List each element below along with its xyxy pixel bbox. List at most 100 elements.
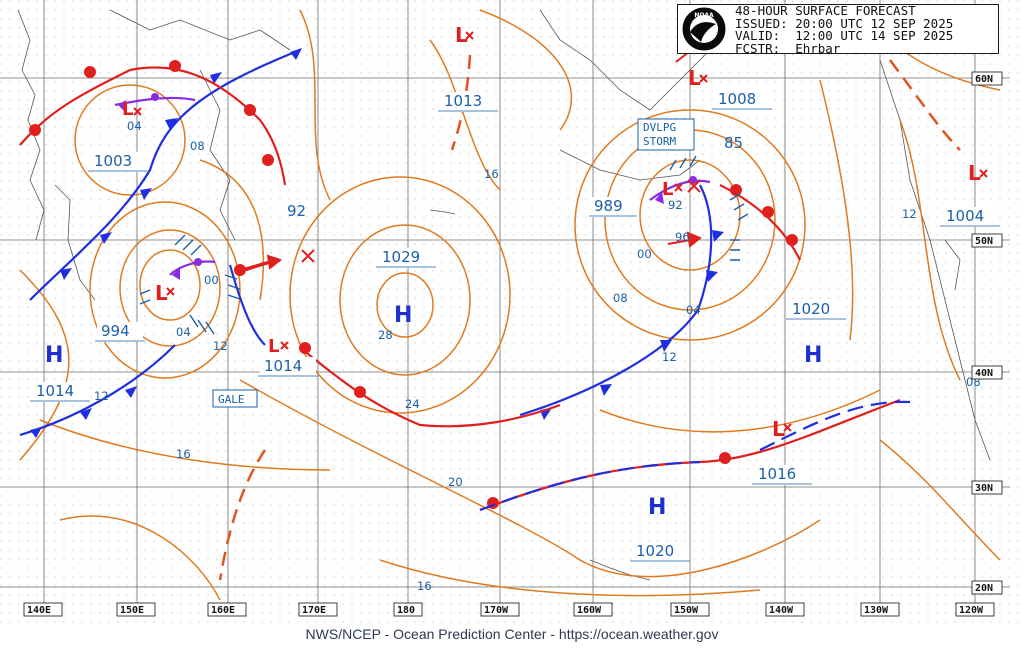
svg-text:12: 12 bbox=[94, 389, 109, 403]
svg-text:00: 00 bbox=[204, 273, 219, 287]
isobars bbox=[19, 9, 1001, 601]
low-marker: L bbox=[122, 99, 133, 120]
pressure-center-label: 1014 bbox=[258, 357, 318, 377]
svg-text:170E: 170E bbox=[302, 605, 326, 616]
svg-text:140W: 140W bbox=[769, 605, 794, 616]
svg-text:16: 16 bbox=[176, 447, 191, 461]
svg-text:04: 04 bbox=[686, 303, 701, 317]
low-marker: L bbox=[268, 336, 279, 357]
svg-text:16: 16 bbox=[484, 167, 499, 181]
stationary-front bbox=[479, 400, 911, 512]
svg-text:160E: 160E bbox=[211, 605, 235, 616]
pressure-center-label: 1020 bbox=[630, 542, 690, 562]
svg-text:140E: 140E bbox=[27, 605, 51, 616]
gale-warning: GALE bbox=[212, 389, 258, 408]
svg-text:1008: 1008 bbox=[718, 90, 756, 108]
storm-warning: DVLPG STORM bbox=[637, 118, 695, 151]
svg-text:150W: 150W bbox=[674, 605, 699, 616]
svg-text:92: 92 bbox=[287, 202, 306, 220]
forecaster: FCSTR: Ehrbar bbox=[735, 40, 841, 56]
footer-credit: NWS/NCEP - Ocean Prediction Center - htt… bbox=[0, 625, 1024, 652]
storm-wind-hatching bbox=[139, 155, 749, 335]
svg-text:1004: 1004 bbox=[946, 207, 984, 225]
svg-text:60N: 60N bbox=[975, 74, 993, 85]
svg-text:28: 28 bbox=[378, 328, 393, 342]
svg-text:1020: 1020 bbox=[636, 542, 674, 560]
svg-text:04: 04 bbox=[127, 119, 142, 133]
svg-text:1014: 1014 bbox=[36, 382, 74, 400]
svg-text:150E: 150E bbox=[120, 605, 144, 616]
latitude-labels: 60N 50N 40N 30N 20N bbox=[971, 71, 1003, 595]
svg-text:92: 92 bbox=[668, 198, 683, 212]
svg-text:170W: 170W bbox=[484, 605, 509, 616]
low-marker: L bbox=[772, 417, 785, 441]
forecast-header bbox=[677, 4, 999, 54]
low-marker: L bbox=[688, 66, 701, 90]
low-symbols: L L L L L L L L bbox=[122, 23, 981, 441]
pressure-center-label: 1008 bbox=[712, 90, 772, 110]
low-marker: L bbox=[968, 161, 981, 185]
coastlines bbox=[17, 9, 991, 581]
svg-text:12: 12 bbox=[902, 207, 917, 221]
low-marker: L bbox=[155, 281, 168, 305]
high-marker: H bbox=[648, 495, 666, 520]
pressure-center-label: 994 bbox=[95, 322, 145, 342]
svg-text:1020: 1020 bbox=[792, 300, 830, 318]
svg-text:180: 180 bbox=[397, 605, 415, 616]
svg-text:04: 04 bbox=[176, 325, 191, 339]
svg-text:1013: 1013 bbox=[444, 92, 482, 110]
high-marker: H bbox=[45, 343, 63, 368]
pressure-center-label: 1029 bbox=[376, 248, 436, 268]
high-marker: H bbox=[804, 343, 822, 368]
svg-text:96: 96 bbox=[675, 230, 690, 244]
forecast-title: 48-HOUR SURFACE FORECAST bbox=[735, 3, 916, 18]
svg-text:STORM: STORM bbox=[643, 135, 676, 148]
svg-text:1016: 1016 bbox=[758, 465, 796, 483]
longitude-labels: 140E 150E 160E 170E 180 170W 160W 150W 1… bbox=[23, 602, 995, 617]
svg-text:12: 12 bbox=[662, 350, 677, 364]
svg-text:1003: 1003 bbox=[94, 152, 132, 170]
forecast-header-text: 48-HOUR SURFACE FORECAST ISSUED: 20:00 UT… bbox=[735, 3, 954, 56]
pressure-center-label: 1020 bbox=[786, 300, 846, 320]
svg-text:08: 08 bbox=[190, 139, 205, 153]
cold-front-barbs bbox=[30, 48, 724, 438]
svg-text:24: 24 bbox=[405, 397, 420, 411]
warm-front-bumps bbox=[29, 60, 798, 509]
svg-text:30N: 30N bbox=[975, 483, 993, 494]
pressure-center-label: 1014 bbox=[30, 382, 90, 402]
isobar-labels: 04 08 00 04 12 12 16 92 16 28 24 20 16 0… bbox=[94, 119, 981, 593]
svg-text:130W: 130W bbox=[864, 605, 889, 616]
svg-text:00: 00 bbox=[637, 247, 652, 261]
svg-text:DVLPG: DVLPG bbox=[643, 121, 676, 134]
svg-text:160W: 160W bbox=[577, 605, 602, 616]
svg-text:12: 12 bbox=[213, 339, 228, 353]
graticule bbox=[0, 0, 1010, 608]
svg-text:NOAA: NOAA bbox=[694, 12, 714, 19]
svg-text:GALE: GALE bbox=[218, 393, 245, 406]
pressure-center-label: 989 bbox=[589, 197, 637, 217]
pressure-center-label: 1016 bbox=[752, 465, 812, 485]
noaa-logo: NOAA bbox=[682, 7, 726, 51]
low-marker: L bbox=[662, 179, 673, 200]
high-symbols: H H H H bbox=[45, 303, 822, 520]
pressure-center-label: 1003 bbox=[88, 152, 150, 172]
pressure-center-label: 1004 bbox=[940, 207, 1000, 227]
pressure-center-label: 1013 bbox=[438, 92, 498, 112]
svg-text:50N: 50N bbox=[975, 236, 993, 247]
svg-text:1014: 1014 bbox=[264, 357, 302, 375]
svg-text:40N: 40N bbox=[975, 368, 993, 379]
svg-text:20N: 20N bbox=[975, 583, 993, 594]
svg-text:16: 16 bbox=[417, 579, 432, 593]
low-marker: L bbox=[455, 23, 468, 47]
svg-text:85: 85 bbox=[724, 134, 743, 152]
svg-text:20: 20 bbox=[448, 475, 463, 489]
svg-text:1029: 1029 bbox=[382, 248, 420, 266]
high-marker: H bbox=[394, 303, 412, 328]
svg-text:994: 994 bbox=[101, 322, 130, 340]
valid-time: VALID: 12:00 UTC 14 SEP 2025 bbox=[735, 28, 954, 43]
pressure-values: 1003 994 1014 1013 989 1008 1004 1016 10… bbox=[30, 90, 1000, 562]
svg-text:989: 989 bbox=[594, 197, 623, 215]
low-center-x-marks bbox=[133, 31, 988, 432]
svg-text:08: 08 bbox=[613, 291, 628, 305]
